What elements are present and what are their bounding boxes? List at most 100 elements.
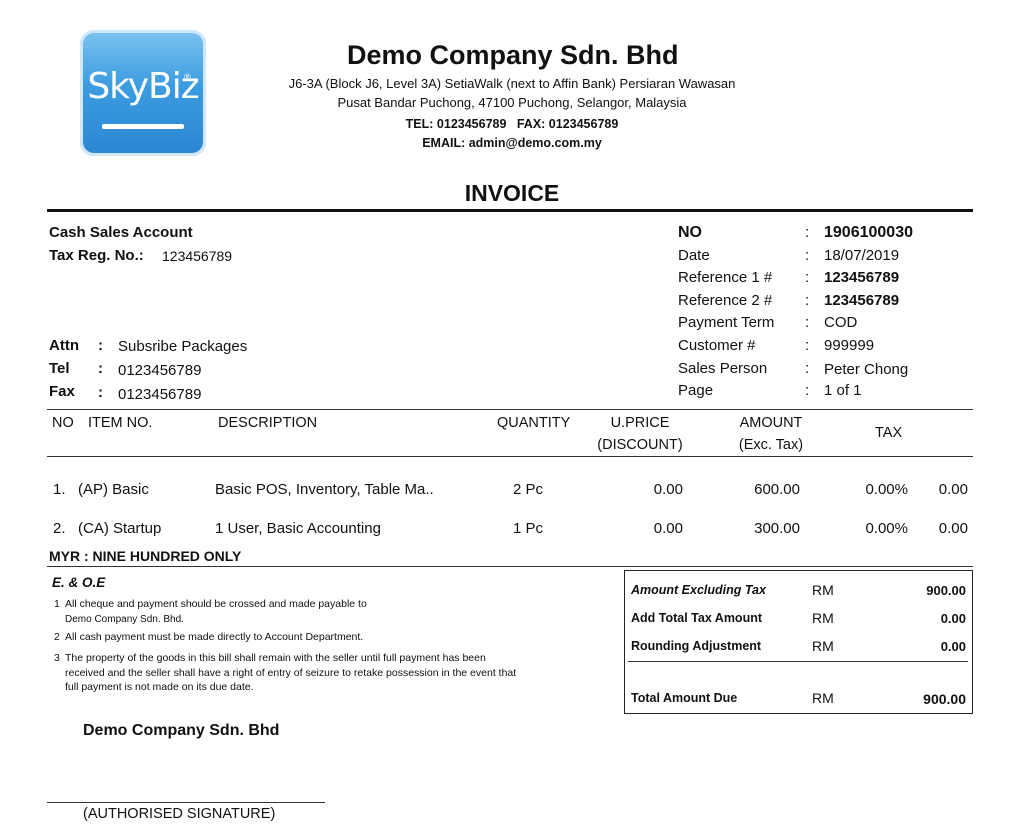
total-due-value: 900.00: [923, 691, 966, 707]
info-value-date: 18/07/2019: [824, 247, 900, 264]
col-header-uprice: U.PRICE: [610, 415, 670, 431]
row2-uprice: 0.00: [653, 520, 683, 537]
row1-tax-amount: 0.00: [938, 481, 968, 498]
row1-no: 1.: [53, 481, 66, 498]
term-3-line3: full payment is not made on its due date…: [65, 681, 254, 693]
term-1-payee: Demo Company Sdn. Bhd.: [65, 614, 184, 625]
tax-reg-value: 123456789: [162, 248, 233, 264]
document-title: INVOICE: [464, 180, 560, 206]
info-colon: :: [805, 292, 810, 309]
totals-divider: [628, 661, 968, 662]
info-colon: :: [805, 314, 810, 331]
rounding-label: Rounding Adjustment: [631, 639, 762, 653]
attn-colon: :: [98, 337, 103, 354]
info-colon: :: [805, 269, 810, 286]
tel-label: Tel: [49, 360, 70, 377]
col-header-tax: TAX: [875, 425, 903, 441]
info-label-sales-person: Sales Person: [678, 360, 768, 377]
col-header-amount: AMOUNT: [739, 415, 803, 431]
info-label-customer: Customer #: [678, 337, 756, 354]
row2-item: (CA) Startup: [78, 520, 162, 537]
info-label-page: Page: [678, 382, 714, 399]
term-1-number: 1: [54, 598, 60, 610]
signature-company: Demo Company Sdn. Bhd: [83, 722, 280, 739]
signature-line: [47, 802, 325, 803]
total-excl-tax-currency: RM: [812, 582, 834, 598]
row1-quantity: 2 Pc: [513, 481, 544, 498]
logo-registered-mark: ®: [184, 72, 191, 82]
info-colon: :: [805, 382, 810, 399]
total-due-currency: RM: [812, 690, 834, 706]
info-label-ref2: Reference 2 #: [678, 292, 773, 309]
row1-tax-rate: 0.00%: [865, 481, 908, 498]
col-header-item: ITEM NO.: [88, 415, 153, 431]
info-value-payment-term: COD: [824, 314, 858, 331]
info-value-no: 1906100030: [824, 224, 913, 241]
row2-no: 2.: [53, 520, 66, 537]
row2-description: 1 User, Basic Accounting: [215, 520, 381, 537]
info-label-payment-term: Payment Term: [678, 314, 775, 331]
col-header-description: DESCRIPTION: [218, 415, 318, 431]
info-label-ref1: Reference 1 #: [678, 269, 773, 286]
info-value-page: 1 of 1: [824, 382, 862, 399]
row1-item: (AP) Basic: [78, 481, 149, 498]
customer-name: Cash Sales Account: [49, 224, 193, 241]
term-3-number: 3: [54, 652, 60, 664]
col-header-discount: (DISCOUNT): [597, 437, 683, 453]
total-tax-currency: RM: [812, 610, 834, 626]
info-colon: :: [805, 337, 810, 354]
logo-underline: [102, 124, 184, 129]
totals-box: [624, 570, 973, 714]
row2-quantity: 1 Pc: [513, 520, 544, 537]
term-3-line2: received and the seller shall have a rig…: [65, 667, 517, 679]
row2-tax-rate: 0.00%: [865, 520, 908, 537]
term-2-text: All cash payment must be made directly t…: [65, 631, 364, 643]
term-2-number: 2: [54, 631, 60, 643]
info-value-sales-person: Peter Chong: [824, 361, 909, 378]
company-email: EMAIL: admin@demo.com.my: [422, 136, 602, 150]
company-address-line1: J6-3A (Block J6, Level 3A) SetiaWalk (ne…: [288, 76, 736, 91]
col-header-quantity: QUANTITY: [497, 415, 571, 431]
info-colon: :: [805, 224, 810, 241]
signature-label: (AUTHORISED SIGNATURE): [83, 806, 276, 822]
col-header-exc-tax: (Exc. Tax): [738, 437, 804, 453]
title-divider: [47, 209, 973, 212]
total-excl-tax-value: 900.00: [926, 583, 966, 598]
company-tel-fax: TEL: 0123456789 FAX: 0123456789: [405, 117, 619, 131]
company-logo: SkyBiz ®: [80, 30, 206, 156]
logo-text: SkyBiz: [87, 66, 199, 107]
total-due-label: Total Amount Due: [631, 691, 738, 705]
amount-in-words: MYR : NINE HUNDRED ONLY: [49, 548, 242, 564]
info-value-ref1: 123456789: [824, 269, 900, 286]
rounding-currency: RM: [812, 638, 834, 654]
fax-label: Fax: [49, 383, 75, 400]
table-top-rule: [47, 409, 973, 410]
info-colon: :: [805, 360, 810, 377]
info-value-customer: 999999: [824, 337, 875, 354]
attn-label: Attn: [49, 337, 79, 354]
attn-value: Subsribe Packages: [118, 338, 248, 355]
info-value-ref2: 123456789: [824, 292, 900, 309]
words-rule: [47, 566, 973, 567]
terms-heading: E. & O.E: [52, 575, 106, 590]
term-1-text: All cheque and payment should be crossed…: [65, 598, 367, 610]
row1-amount: 600.00: [754, 481, 800, 498]
term-3-line1: The property of the goods in this bill s…: [65, 652, 486, 664]
company-address-line2: Pusat Bandar Puchong, 47100 Puchong, Sel…: [337, 95, 687, 110]
total-excl-tax-label: Amount Excluding Tax: [631, 583, 766, 597]
company-name: Demo Company Sdn. Bhd: [347, 40, 679, 70]
table-header-rule: [47, 456, 973, 457]
tax-reg-label: Tax Reg. No.:: [49, 247, 144, 264]
info-label-date: Date: [678, 247, 710, 264]
tel-value: 0123456789: [118, 362, 202, 379]
total-tax-label: Add Total Tax Amount: [631, 611, 763, 625]
row1-description: Basic POS, Inventory, Table Ma..: [215, 481, 434, 498]
row2-amount: 300.00: [754, 520, 800, 537]
fax-colon: :: [98, 384, 103, 401]
tel-colon: :: [98, 360, 103, 377]
row2-tax-amount: 0.00: [938, 520, 968, 537]
total-tax-value: 0.00: [940, 611, 966, 626]
col-header-no: NO: [52, 415, 74, 431]
info-colon: :: [805, 247, 810, 264]
row1-uprice: 0.00: [653, 481, 683, 498]
